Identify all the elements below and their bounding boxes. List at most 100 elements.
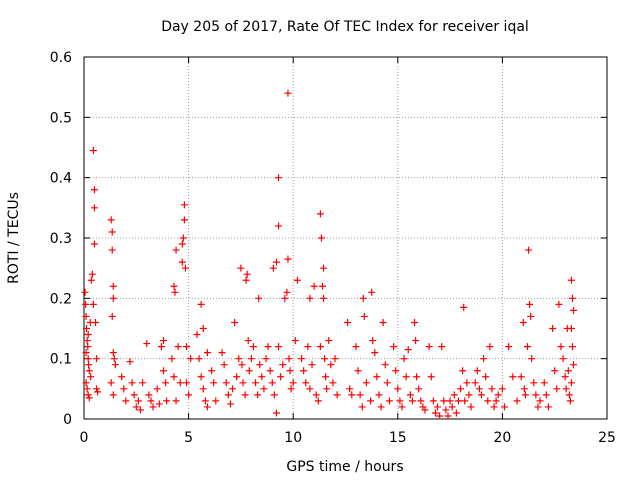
- data-point: [534, 403, 542, 411]
- data-point: [132, 403, 140, 411]
- data-point: [431, 409, 439, 417]
- data-point: [415, 385, 423, 393]
- data-point: [427, 373, 435, 381]
- data-point: [233, 373, 241, 381]
- data-point: [90, 204, 98, 212]
- data-point: [171, 288, 179, 296]
- data-point: [316, 210, 324, 218]
- data-point: [222, 379, 230, 387]
- data-point: [243, 270, 251, 278]
- data-point: [463, 379, 471, 387]
- data-point: [90, 240, 98, 248]
- data-point: [513, 397, 521, 405]
- axis-ticks: 0 5 10 15 20 25 0 0.1 0.2 0.3 0.4 0.5 0.6: [50, 50, 616, 446]
- data-point: [379, 318, 387, 326]
- data-point: [484, 397, 492, 405]
- data-point: [356, 391, 364, 399]
- data-point: [272, 409, 280, 417]
- data-point: [562, 385, 570, 393]
- data-point: [298, 355, 306, 363]
- data-point: [262, 355, 270, 363]
- data-point: [312, 391, 320, 399]
- data-point: [256, 361, 264, 369]
- x-tick-label: 25: [598, 430, 616, 446]
- data-point: [360, 312, 368, 320]
- data-point: [275, 174, 283, 182]
- data-point: [229, 385, 237, 393]
- data-point: [500, 403, 508, 411]
- data-point: [429, 397, 437, 405]
- data-point: [498, 385, 506, 393]
- data-point: [85, 361, 93, 369]
- data-point: [568, 294, 576, 302]
- data-point: [187, 355, 195, 363]
- data-point: [122, 397, 130, 405]
- data-point: [210, 379, 218, 387]
- data-point: [473, 367, 481, 375]
- data-point: [304, 343, 312, 351]
- data-point: [316, 343, 324, 351]
- data-point: [283, 288, 291, 296]
- data-point: [266, 367, 274, 375]
- data-point: [172, 246, 180, 254]
- data-point: [540, 379, 548, 387]
- data-point: [178, 240, 186, 248]
- data-point: [180, 216, 188, 224]
- data-point: [490, 403, 498, 411]
- data-point: [408, 397, 416, 405]
- data-point: [108, 312, 116, 320]
- data-point: [176, 379, 184, 387]
- data-point: [84, 391, 92, 399]
- data-point: [488, 385, 496, 393]
- y-tick-label: 0: [63, 412, 72, 428]
- data-point: [530, 379, 538, 387]
- data-point: [519, 318, 527, 326]
- data-point: [170, 282, 178, 290]
- data-point: [359, 294, 367, 302]
- data-point: [390, 343, 398, 351]
- data-point: [377, 403, 385, 411]
- data-point: [362, 379, 370, 387]
- data-point: [159, 367, 167, 375]
- data-point: [321, 355, 329, 363]
- data-point: [284, 89, 292, 97]
- data-point: [179, 234, 187, 242]
- data-point: [241, 391, 249, 399]
- data-point: [421, 406, 429, 414]
- data-point: [413, 373, 421, 381]
- data-point: [275, 222, 283, 230]
- data-point: [402, 373, 410, 381]
- data-point: [411, 318, 419, 326]
- data-point: [564, 367, 572, 375]
- data-point: [83, 337, 91, 345]
- data-point: [174, 343, 182, 351]
- data-point: [286, 367, 294, 375]
- data-point: [153, 385, 161, 393]
- data-point: [269, 264, 277, 272]
- data-point: [162, 379, 170, 387]
- data-point: [406, 391, 414, 399]
- y-tick-label: 0.2: [50, 291, 72, 307]
- data-point: [568, 343, 576, 351]
- x-tick-label: 5: [184, 430, 193, 446]
- data-point: [108, 228, 116, 236]
- data-point: [310, 282, 318, 290]
- data-point: [81, 288, 89, 296]
- data-point: [486, 343, 494, 351]
- data-point: [126, 358, 134, 366]
- data-point: [170, 373, 178, 381]
- data-point: [84, 355, 92, 363]
- data-point: [143, 340, 151, 348]
- y-tick-label: 0.6: [50, 50, 72, 66]
- grid-lines: [84, 57, 607, 419]
- x-tick-label: 20: [493, 430, 511, 446]
- data-point: [247, 355, 255, 363]
- data-point: [442, 406, 450, 414]
- data-point: [524, 343, 532, 351]
- data-point: [375, 391, 383, 399]
- y-tick-label: 0.3: [50, 231, 72, 247]
- data-point: [118, 373, 126, 381]
- data-point: [559, 355, 567, 363]
- data-point: [471, 379, 479, 387]
- y-tick-label: 0.1: [50, 352, 72, 368]
